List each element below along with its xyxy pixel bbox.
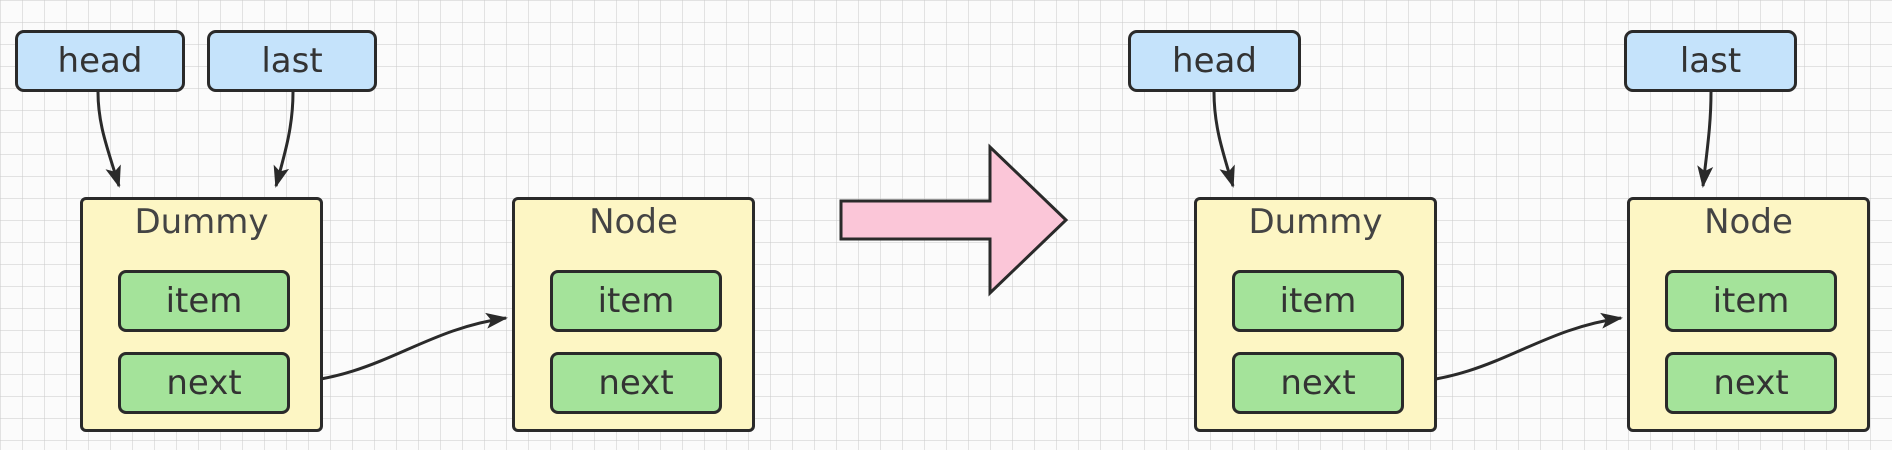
before-dummy-item-field: item: [118, 270, 290, 332]
before-node-node: Node item next: [512, 197, 755, 432]
before-head-pointer: head: [15, 30, 185, 92]
after-last-pointer: last: [1624, 30, 1797, 92]
after-last-arrow: [1697, 91, 1714, 188]
before-dummy-node: Dummy item next: [80, 197, 323, 432]
before-last-arrow: [273, 91, 295, 188]
after-head-pointer: head: [1128, 30, 1301, 92]
after-node-node: Node item next: [1627, 197, 1870, 432]
after-dummy-title: Dummy: [1248, 202, 1383, 242]
before-node-item-field: item: [550, 270, 722, 332]
transition-arrow-shape: [839, 143, 1069, 297]
before-head-arrow: [96, 91, 121, 188]
after-dummy-item-field: item: [1232, 270, 1404, 332]
before-dummy-title: Dummy: [134, 202, 269, 242]
before-node-title: Node: [589, 202, 678, 242]
before-last-pointer: last: [207, 30, 377, 92]
before-dummy-next-field: next: [118, 352, 290, 414]
after-head-arrow: [1212, 91, 1235, 188]
after-dummy-next-field: next: [1232, 352, 1404, 414]
before-node-next-field: next: [550, 352, 722, 414]
after-node-item-field: item: [1665, 270, 1837, 332]
after-node-title: Node: [1704, 202, 1793, 242]
after-dummy-node: Dummy item next: [1194, 197, 1437, 432]
transition-arrow: [839, 143, 1069, 297]
after-node-next-field: next: [1665, 352, 1837, 414]
